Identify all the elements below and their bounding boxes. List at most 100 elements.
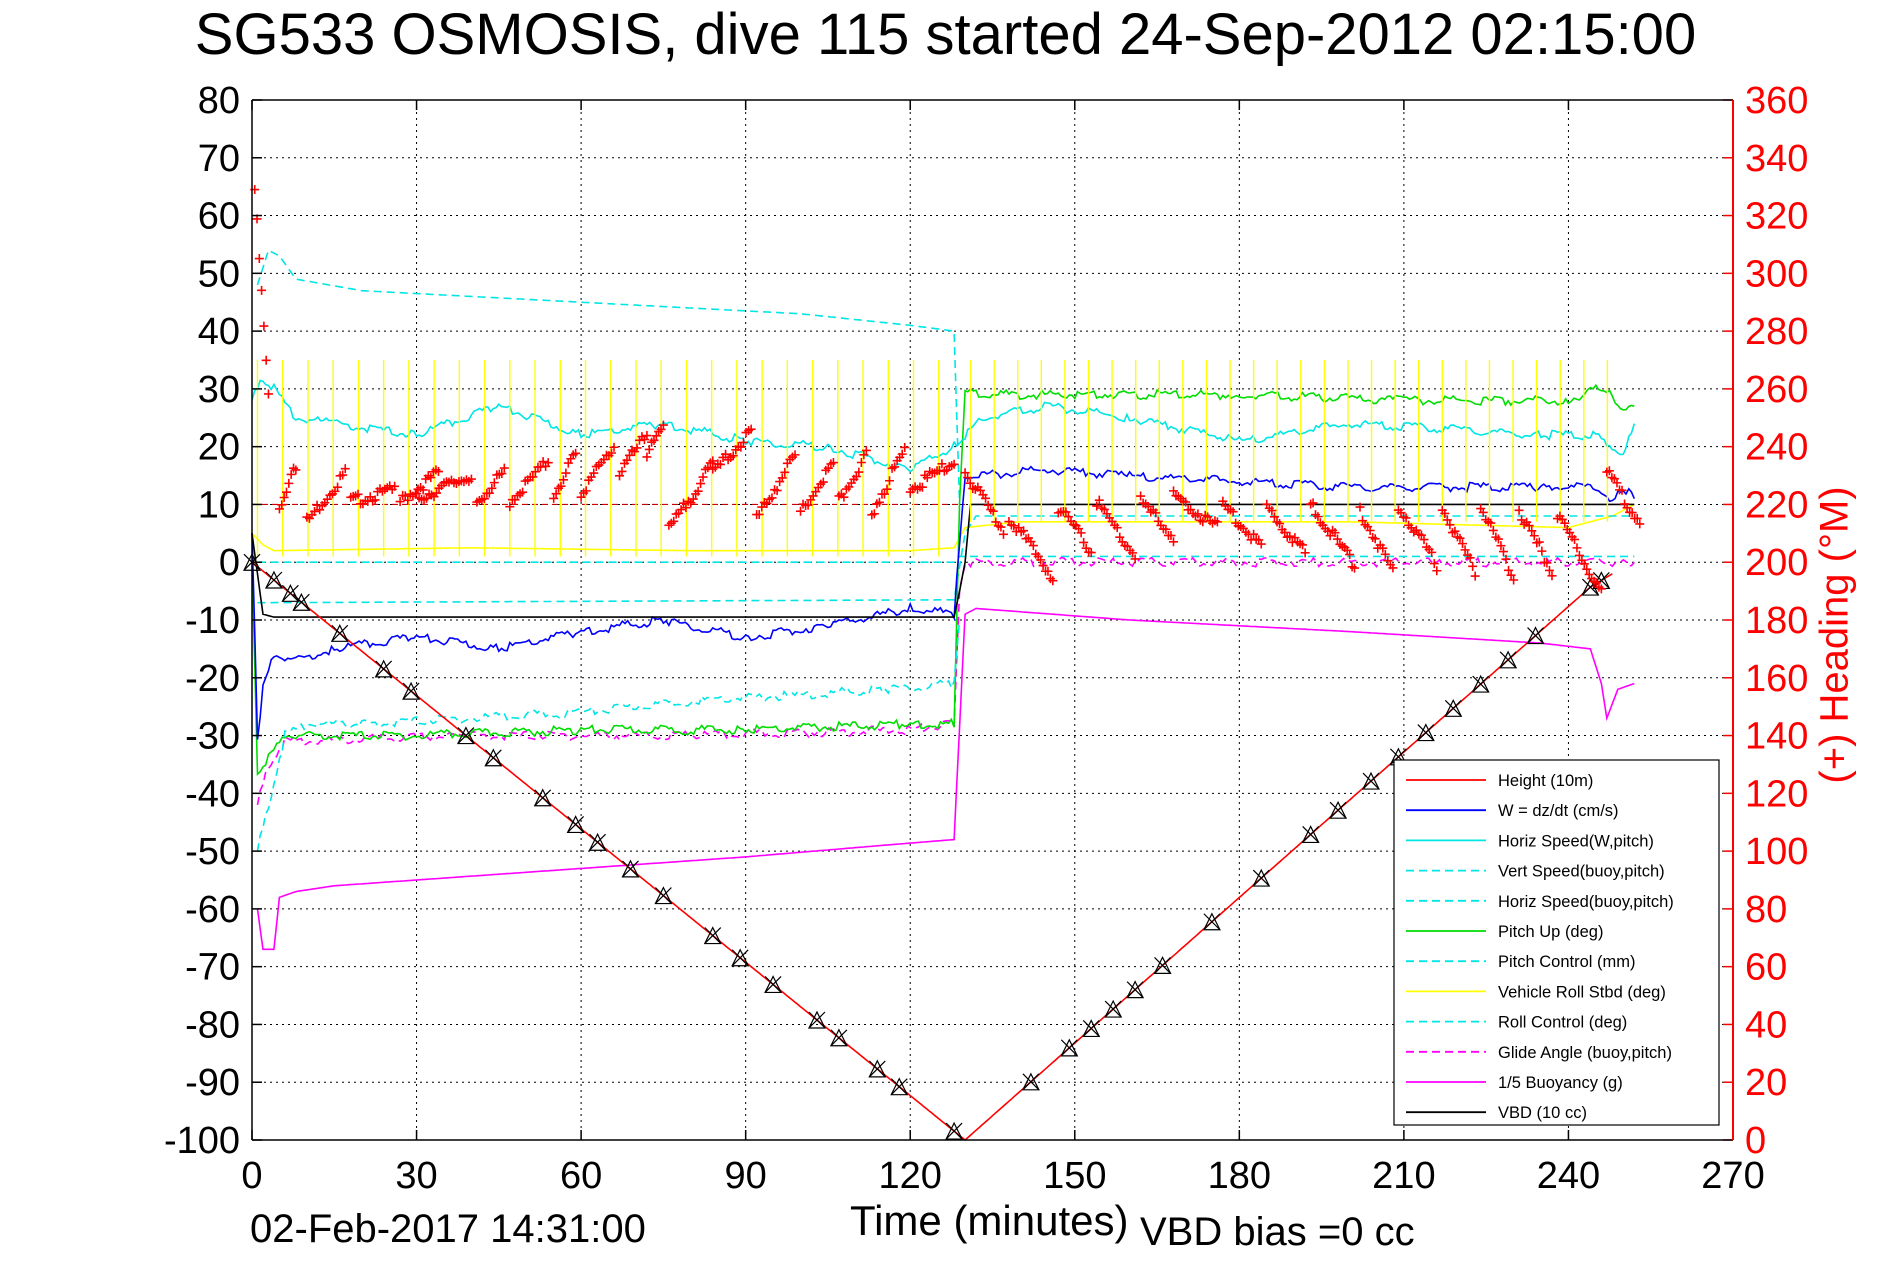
- height-marker-triangle: [374, 659, 393, 678]
- heading-marker: [1460, 545, 1470, 555]
- heading-marker: [1325, 531, 1335, 541]
- heading-marker: [622, 455, 632, 465]
- heading-marker: [1442, 515, 1452, 525]
- heading-marker: [642, 431, 652, 441]
- heading-marker: [549, 493, 559, 503]
- heading-marker: [803, 500, 813, 510]
- heading-marker: [715, 459, 725, 469]
- heading-marker: [530, 467, 540, 477]
- height-marker-cross: [1472, 675, 1490, 693]
- height-marker-cross: [484, 749, 502, 767]
- heading-marker: [882, 484, 892, 494]
- height-marker-cross: [589, 833, 606, 851]
- height-marker-triangle: [621, 859, 640, 878]
- y-right-tick-label: 200: [1745, 542, 1808, 584]
- height-marker-cross: [331, 624, 349, 642]
- height-marker: [533, 788, 552, 807]
- heading-marker: [1161, 524, 1171, 534]
- y-left-tick-label: 40: [198, 311, 240, 353]
- height-marker: [1153, 956, 1172, 974]
- heading-marker: [1275, 519, 1285, 529]
- heading-marker: [556, 481, 566, 491]
- height-marker: [1021, 1072, 1040, 1091]
- heading-marker: [1130, 554, 1140, 564]
- heading-marker: [487, 483, 497, 493]
- legend-label-vert_speed: Vert Speed(buoy,pitch): [1498, 863, 1665, 881]
- legend-label-horiz_speed: Horiz Speed(W,pitch): [1498, 832, 1654, 850]
- heading-marker: [669, 516, 679, 526]
- x-tick-label: 90: [725, 1155, 767, 1197]
- height-marker: [890, 1077, 909, 1096]
- y-right-tick-label: 320: [1745, 196, 1808, 238]
- height-marker-cross: [1104, 1000, 1122, 1018]
- height-marker-triangle: [1416, 723, 1435, 742]
- heading-marker: [1401, 513, 1411, 523]
- height-marker: [1499, 650, 1518, 669]
- y-right-tick-label: 220: [1745, 484, 1808, 526]
- y-right-tick-label: 40: [1745, 1004, 1787, 1046]
- y-right-tick-label: 360: [1745, 80, 1808, 122]
- height-marker: [402, 681, 421, 700]
- heading-marker: [1063, 512, 1073, 522]
- heading-marker: [937, 459, 947, 469]
- heading-marker: [479, 494, 489, 504]
- heading-marker: [649, 435, 659, 445]
- heading-marker: [1228, 507, 1238, 517]
- chart-title: SG533 OSMOSIS, dive 115 started 24-Sep-2…: [194, 2, 1697, 67]
- y-right-tick-label: 100: [1745, 831, 1808, 873]
- height-marker: [292, 592, 311, 611]
- height-marker-triangle: [1021, 1072, 1040, 1091]
- heading-marker: [917, 482, 927, 492]
- height-marker: [264, 570, 283, 589]
- heading-marker: [1504, 565, 1514, 575]
- heading-marker: [1612, 478, 1622, 488]
- heading-marker: [1061, 507, 1071, 517]
- heading-marker: [1350, 563, 1360, 573]
- heading-marker: [708, 456, 718, 466]
- heading-marker: [484, 488, 494, 498]
- height-marker-triangle: [1471, 674, 1490, 693]
- heading-marker: [996, 522, 1006, 532]
- heading-marker: [1115, 532, 1125, 542]
- height-marker-triangle: [1301, 825, 1320, 844]
- height-marker-cross: [830, 1029, 848, 1047]
- height-marker-cross: [1082, 1020, 1100, 1037]
- heading-marker: [340, 464, 350, 474]
- heading-marker: [922, 473, 932, 483]
- height-marker-triangle: [1499, 650, 1518, 669]
- height-marker: [374, 659, 393, 678]
- series-pitch_control: [257, 515, 1635, 604]
- height-marker-cross: [265, 571, 283, 589]
- heading-marker: [310, 507, 320, 517]
- height-marker-cross: [890, 1078, 908, 1096]
- heading-marker: [1486, 518, 1496, 528]
- heading-marker: [839, 492, 849, 502]
- height-marker-cross: [731, 949, 749, 967]
- height-marker: [566, 815, 585, 834]
- heading-marker: [1267, 506, 1277, 516]
- heading-marker: [1143, 502, 1153, 512]
- y-right-tick-label: 140: [1745, 716, 1808, 758]
- height-marker-cross: [567, 816, 585, 833]
- height-marker-cross: [1126, 981, 1144, 999]
- footer-vbd-bias: VBD bias =0 cc: [1140, 1210, 1415, 1254]
- heading-marker: [1488, 525, 1498, 535]
- heading-marker: [644, 444, 654, 454]
- heading-marker: [869, 509, 879, 519]
- heading-marker: [466, 474, 476, 484]
- y-right-tick-label: 80: [1745, 889, 1787, 931]
- height-marker-triangle: [292, 592, 311, 611]
- heading-marker: [1330, 528, 1340, 538]
- y-left-tick-label: 60: [198, 196, 240, 238]
- heading-marker: [1285, 531, 1295, 541]
- height-marker: [1252, 868, 1271, 887]
- heading-marker: [721, 449, 731, 459]
- heading-marker: [1498, 547, 1508, 557]
- heading-marker: [1256, 539, 1266, 549]
- height-marker-triangle: [945, 1121, 964, 1140]
- series-roll_control: [257, 555, 1635, 563]
- heading-marker: [754, 509, 764, 519]
- height-marker-triangle: [1153, 956, 1172, 974]
- height-marker: [868, 1059, 887, 1078]
- heading-marker: [861, 445, 871, 455]
